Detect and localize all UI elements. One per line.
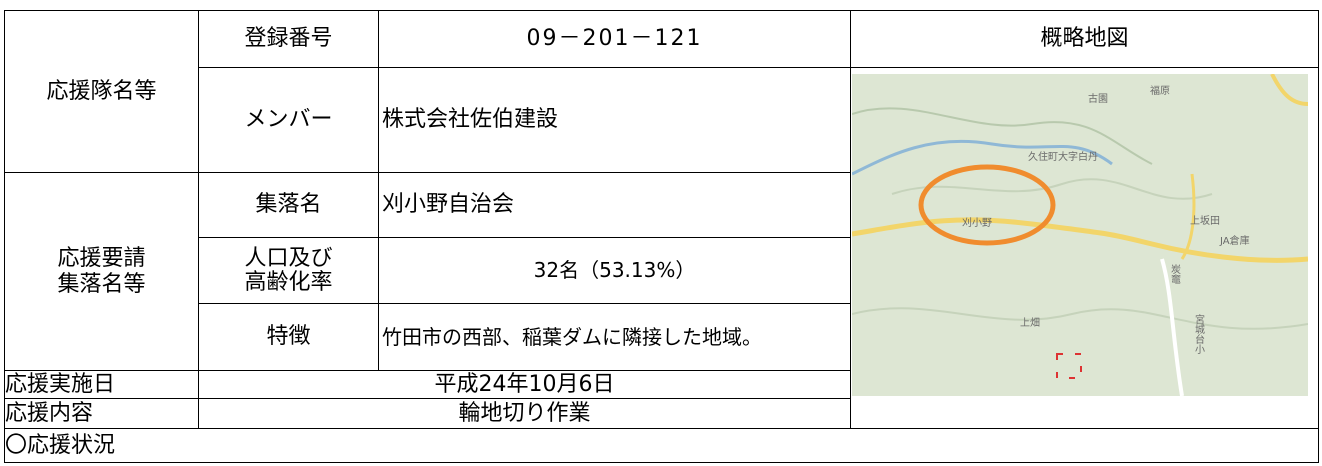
cell: 人口及び 高齢化率 <box>198 237 379 304</box>
map-label: 炭竈 <box>1169 264 1181 284</box>
cell: 〇応援状況 <box>4 428 1319 463</box>
cell: 輪地切り作業 <box>198 398 851 429</box>
cell: 集落名 <box>198 172 379 238</box>
map-label: 古園 <box>1088 92 1108 105</box>
map-label: 福原 <box>1150 84 1170 97</box>
cell: 応援実施日 <box>4 370 199 399</box>
map-label: 久住町大字白丹 <box>1028 150 1098 163</box>
map-label: 上坂田 <box>1190 215 1220 227</box>
cell: 登録番号 <box>198 10 379 68</box>
cell: 応援隊名等 <box>4 10 199 173</box>
cell: 平成24年10月6日 <box>198 370 851 399</box>
map-label: 宮城台小 <box>1193 313 1205 355</box>
map-label: JA倉庫 <box>1219 234 1250 247</box>
cell: 09－201－121 <box>378 10 851 68</box>
map-label: 上畑 <box>1020 316 1040 329</box>
map-label: 刈小野 <box>962 216 992 229</box>
cell: 32名（53.13%） <box>378 237 851 304</box>
cell: 特徴 <box>198 303 379 371</box>
cell: 概略地図 <box>850 10 1319 68</box>
page: 応援隊名等 登録番号 09－201－121 概略地図 メンバー 株式会社佐伯建設… <box>0 0 1322 466</box>
cell: 刈小野自治会 <box>378 172 851 238</box>
cell: 応援要請 集落名等 <box>4 172 199 371</box>
cell: メンバー <box>198 67 379 173</box>
map-cell: 古園 福原久住町大字白丹刈小野 上坂田 JA倉庫上畑 炭竈宮城台小 <box>850 67 1319 429</box>
cell: 竹田市の西部、稲葉ダムに隣接した地域。 <box>378 303 851 371</box>
cell: 株式会社佐伯建設 <box>378 67 851 173</box>
cell: 応援内容 <box>4 398 199 429</box>
